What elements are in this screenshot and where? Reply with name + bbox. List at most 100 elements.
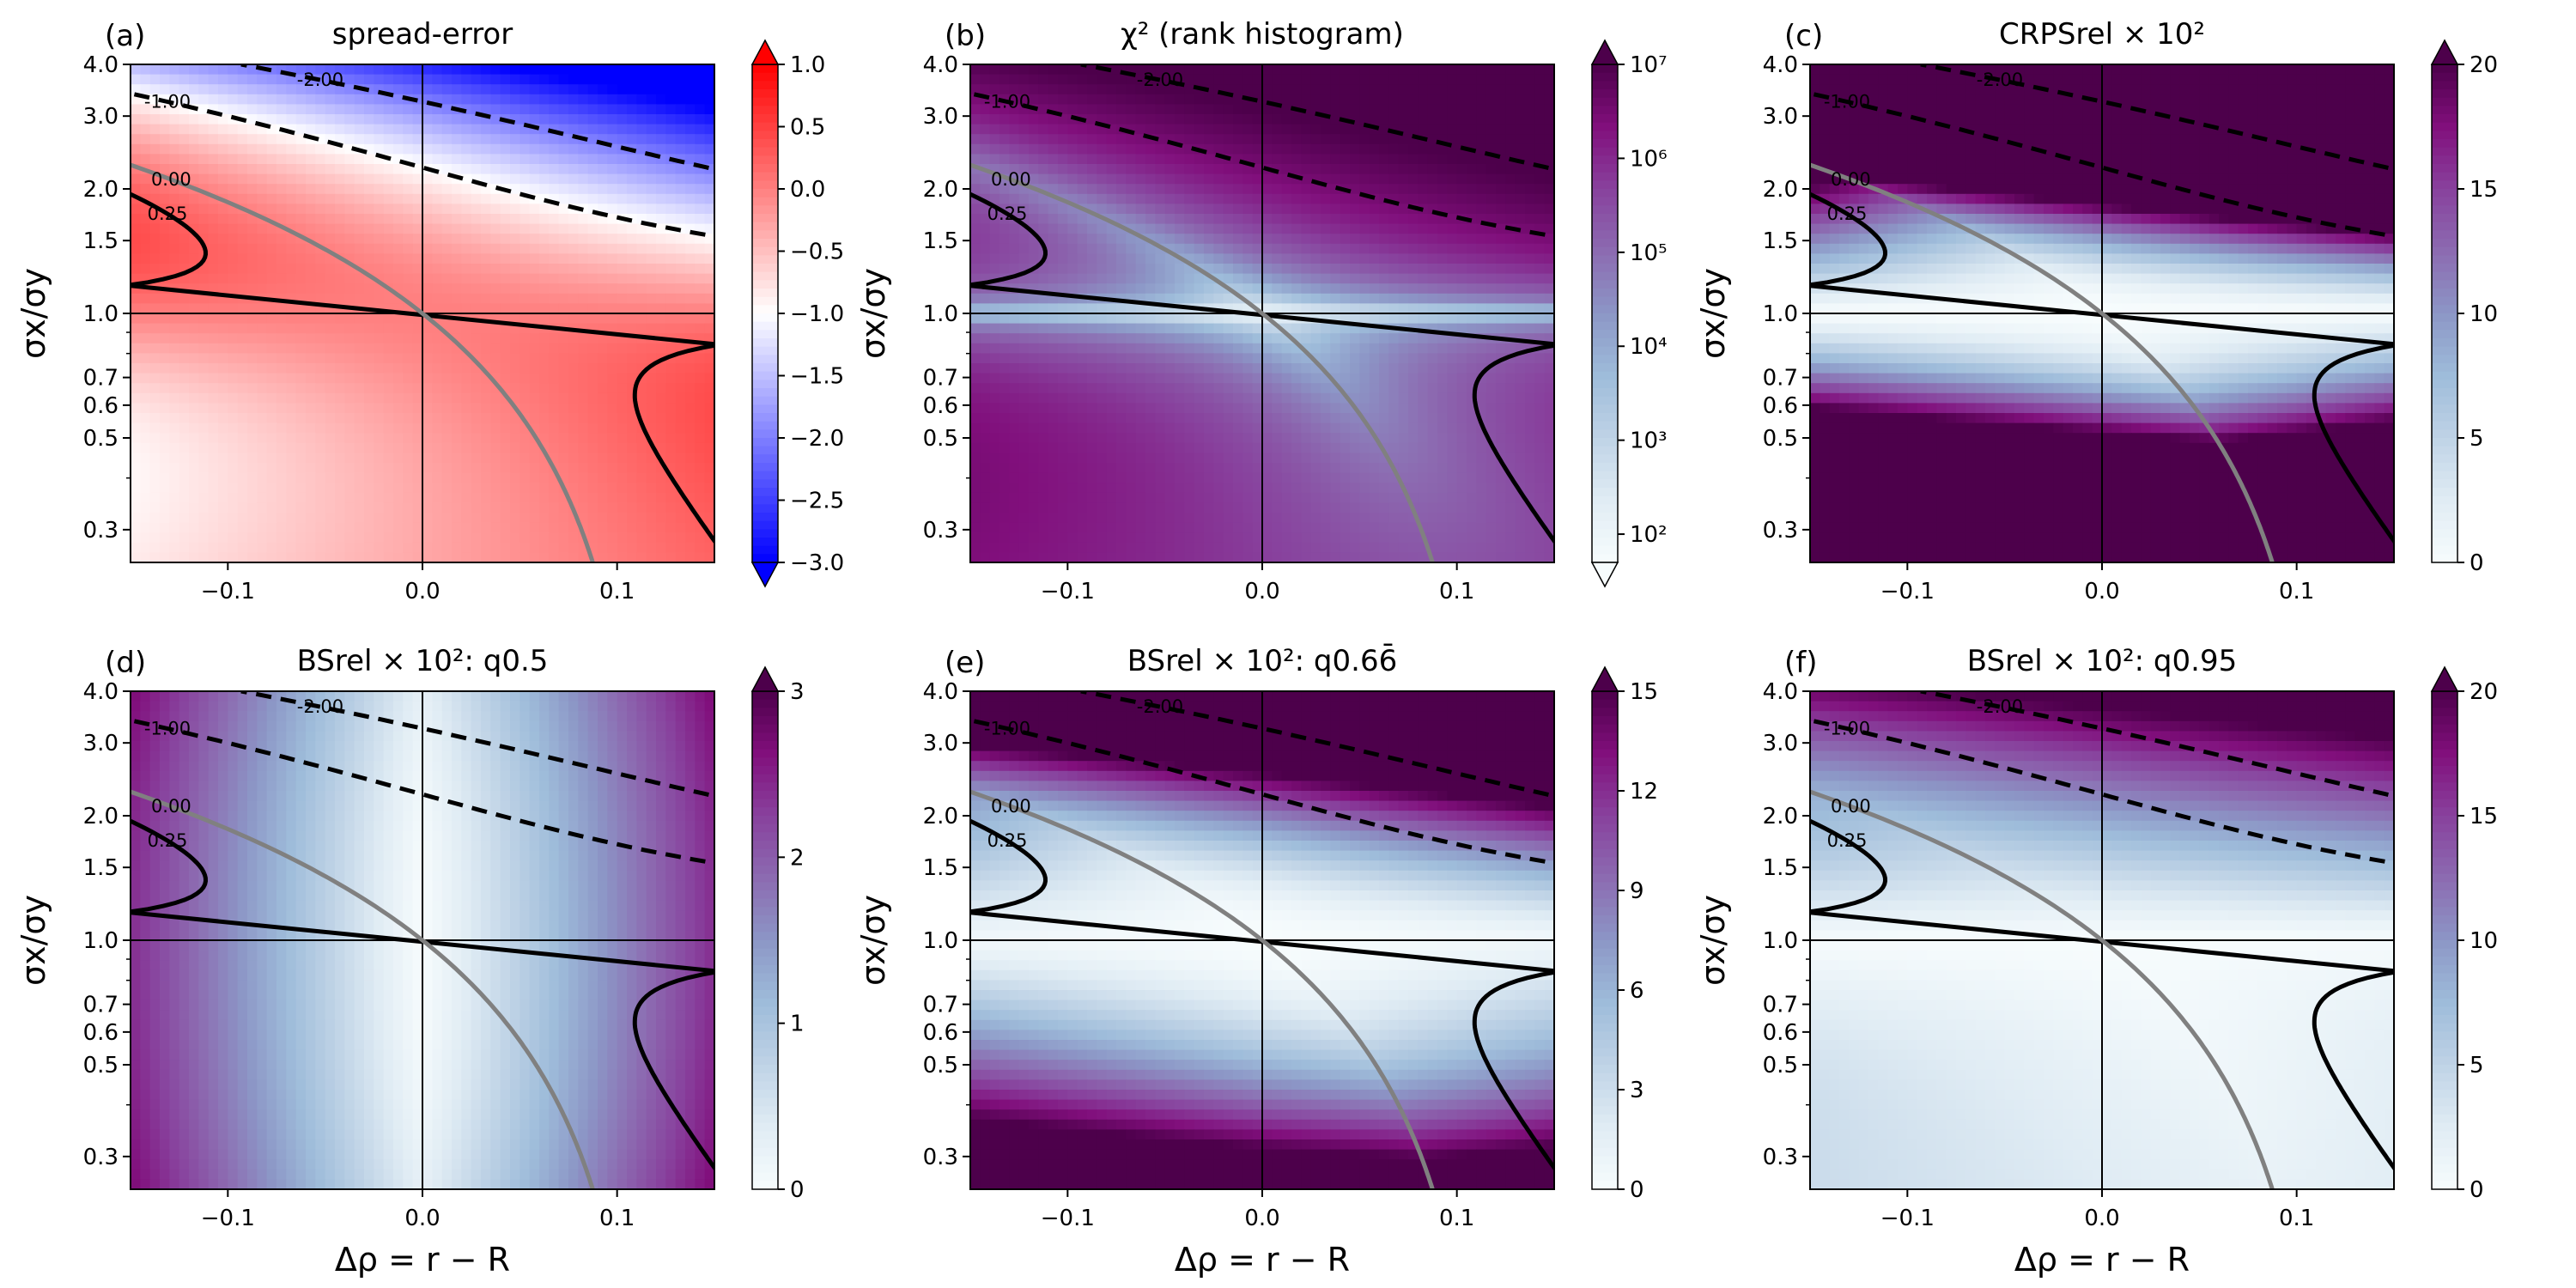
heat-cell [1145,214,1156,225]
heat-cell [257,303,268,314]
panel-chi2: 0.250.00-1.00-2.00−0.1 0.0 0.10.30.50.60.7… [854,17,1668,605]
heat-cell [704,193,714,204]
heat-cell [980,173,991,185]
heat-cell [999,104,1010,115]
heat-cell [131,154,141,165]
heat-cell [675,363,686,374]
heat-cell [980,303,991,314]
heat-cell [607,204,618,215]
heat-cell [374,94,385,105]
heat-cell [500,273,511,284]
heat-cell [1418,343,1429,354]
heat-cell [999,84,1010,95]
heat-cell [665,204,677,215]
heat-cell [549,353,560,364]
heat-cell [140,323,151,334]
heat-cell [383,264,394,275]
heat-cell [257,114,268,125]
heat-cell [266,114,277,125]
colorbar-band [752,438,778,447]
heat-cell [695,422,706,434]
heat-cell [306,84,316,95]
heat-cell [1252,124,1263,135]
heat-cell [578,492,589,503]
heat-cell [266,413,277,424]
heat-cell [539,492,550,503]
heat-cell [237,522,248,533]
heat-cell [1018,373,1030,384]
heat-cell [228,392,239,404]
heat-cell [257,223,268,234]
heat-cell [587,283,598,295]
colorbar-band [752,396,778,405]
heat-cell [636,164,647,175]
heat-cell [1242,343,1254,354]
heat-cell [295,114,307,125]
heat-cell [1164,134,1176,145]
heat-cell [1126,343,1137,354]
heat-cell [1379,243,1389,254]
heat-cell [286,413,297,424]
heat-cell [1388,214,1400,225]
heat-cell [315,403,326,414]
heat-cell [617,502,628,513]
heat-cell [665,373,677,384]
heat-cell [286,114,297,125]
heat-cell [441,143,453,155]
heat-cell [179,134,190,145]
heat-cell [568,94,579,105]
heat-cell [1077,253,1088,264]
heat-cell [160,313,170,325]
heat-cell [306,422,316,434]
heat-cell [646,283,657,295]
heat-cell [140,333,151,344]
heat-cell [1252,293,1263,304]
heat-cell [1242,363,1254,374]
heat-cell [266,104,277,115]
heat-cell [228,303,239,314]
heat-cell [1515,303,1526,314]
heat-cell [970,124,981,135]
heat-cell [306,64,316,76]
heat-cell [481,442,491,453]
heat-cell [1262,114,1273,125]
heat-cell [276,433,287,444]
heat-cell [403,283,414,295]
heat-cell [1418,154,1429,165]
heat-cell [549,472,560,483]
heat-cell [1038,84,1049,95]
heat-cell [1418,273,1429,284]
heat-cell [257,173,268,185]
heat-cell [1350,214,1360,225]
heat-cell [1447,173,1458,185]
heat-cell [344,422,355,434]
heat-cell [665,502,677,513]
heat-cell [529,453,540,464]
heat-cell [354,64,365,76]
heat-cell [1087,173,1097,185]
heat-cell [441,453,453,464]
colorbar-band [752,122,778,131]
heat-cell [598,94,608,105]
heat-cell [208,243,219,254]
heat-cell [247,64,258,76]
heat-cell [160,84,170,95]
heat-cell [1408,154,1419,165]
heat-cell [169,343,180,354]
heat-cell [471,164,482,175]
heat-cell [1505,264,1516,275]
heat-cell [1135,283,1146,295]
heat-cell [656,392,666,404]
heat-cell [364,313,374,325]
heat-cell [1408,64,1419,76]
heat-cell [452,552,462,562]
heat-cell [325,114,336,125]
heat-cell [1496,253,1506,264]
heat-cell [1534,143,1546,155]
heat-cell [970,173,981,185]
heat-cell [169,532,180,544]
heat-cell [1087,303,1097,314]
heat-cell [1281,223,1292,234]
heat-cell [276,552,287,562]
heat-cell [1310,124,1321,135]
